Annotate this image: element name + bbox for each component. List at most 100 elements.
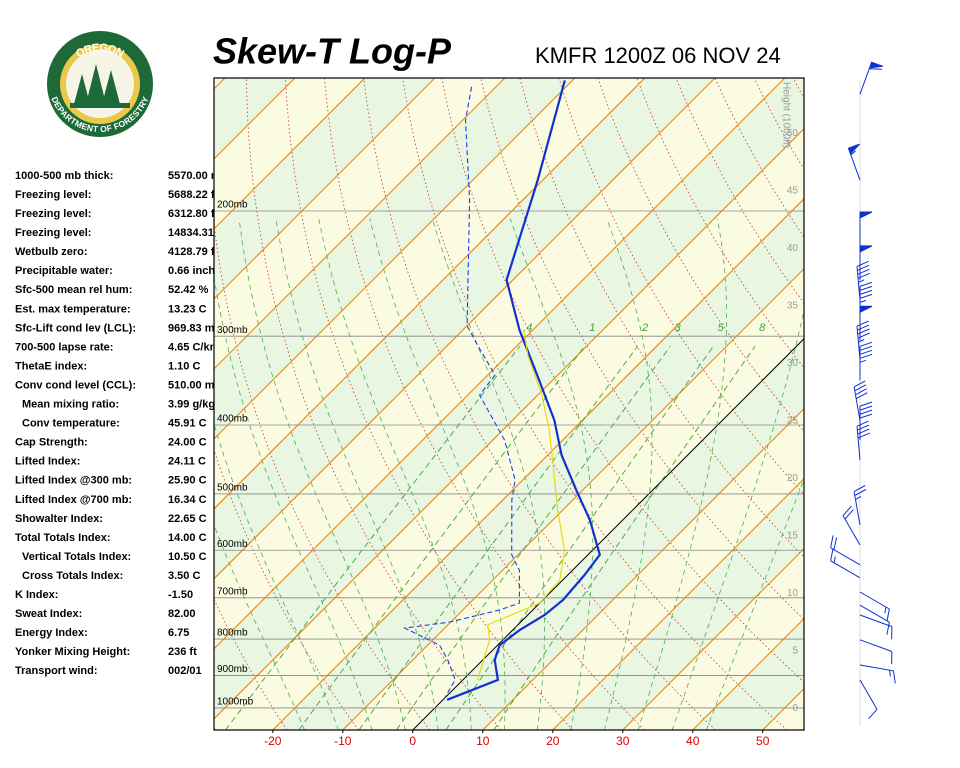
x-tick-label: 10 [476,734,490,748]
stat-value: 0.66 inches [168,265,227,277]
stat-value: -1.50 [168,589,193,601]
mixing-ratio-label: 3 [675,322,682,334]
x-tick-label: 50 [756,734,770,748]
isotherm [833,78,960,730]
wind-barb [859,305,873,341]
stat-label: Showalter Index: [15,513,103,525]
logo-tree [86,64,106,104]
dry-adiabat [597,78,804,432]
stat-value: 236 ft [168,646,197,658]
wind-barb [859,341,873,381]
stat-label: Vertical Totals Index: [22,551,131,563]
stat-label: Est. max temperature: [15,303,131,315]
wind-barb [859,591,890,622]
isotherm [214,78,716,580]
isotherm [692,617,804,730]
mixing-ratio-line [396,346,671,730]
logo-top-text: OREGON [74,42,126,61]
height-tick-label: 50 [787,128,799,139]
stat-value: 4128.79 ft [168,246,218,258]
isotherm [622,547,804,730]
dry-adiabat [402,78,788,730]
stat-value: 14834.31 ft [168,227,225,239]
wind-barb [856,420,870,461]
stat-label: Cap Strength: [15,437,88,449]
dry-adiabat [324,78,645,730]
stat-value: 24.00 C [168,437,207,449]
isotherm-band [214,78,804,719]
stats-table: 1000-500 mb thick: 5570.00 m Freezing leve… [15,170,227,677]
mixing-ratio-label: 2 [641,322,648,334]
isotherm-band [214,128,804,730]
wind-barb [856,260,870,301]
wind-barb [859,401,873,441]
isotherm [214,78,576,440]
moist-adiabat [603,218,653,730]
logo-ground [70,103,130,108]
logo-tree [102,70,120,104]
pressure-label: 700mb [217,586,248,597]
pressure-label: 200mb [217,200,248,211]
dry-adiabat [214,598,288,730]
wind-barb [859,614,893,640]
stat-value: 002/01 [168,665,202,677]
pressure-label: 600mb [217,539,248,550]
axes: 1000mb 900mb 800mb 700mb 600mb 500mb 400mb 300m… [217,82,798,748]
moist-adiabat [318,218,472,730]
profile-line [477,329,566,681]
dry-adiabat [441,78,804,683]
stat-label: Total Totals Index: [15,532,111,544]
dry-adiabat [285,78,573,730]
wind-barb [842,505,861,546]
moist-adiabat [637,218,727,730]
stat-value: 22.65 C [168,513,207,525]
wind-barb [859,281,873,321]
stat-label: K Index: [15,589,58,601]
dry-adiabat [246,78,502,730]
mixing-ratio-line [225,346,521,730]
isotherm [214,78,786,650]
stat-label: Cross Totals Index: [22,570,123,582]
isotherm-band [0,78,15,730]
stat-label: 1000-500 mb thick: [15,170,113,182]
stat-label: Lifted Index @300 mb: [15,475,132,487]
isotherm-band [903,78,960,730]
x-tick-label: -20 [264,734,282,748]
isotherm [214,128,804,720]
profile-line [446,80,602,701]
stat-value: 969.83 mb [168,322,221,334]
wind-barb [830,535,861,566]
stat-value: 6.75 [168,627,189,639]
moist-adiabat [214,274,373,730]
stat-label: Lifted Index: [15,456,80,468]
moist-adiabat [509,218,594,730]
pressure-label: 900mb [217,664,248,675]
height-tick-label: 10 [787,588,799,599]
stat-label: Sfc-500 mean rel hum: [15,284,132,296]
wind-barb [859,61,884,95]
moist-adiabat [214,524,305,730]
stat-label: ThetaE index: [15,360,87,372]
stat-value: 10.50 C [168,551,207,563]
stat-label: Energy Index: [15,627,88,639]
dry-adiabat [214,220,431,730]
stat-label: Lifted Index @700 mb: [15,494,132,506]
stat-label: Freezing level: [15,208,91,220]
stat-label: Mean mixing ratio: [22,399,119,411]
stat-value: 16.34 C [168,494,207,506]
moist-adiabat [238,218,406,730]
height-tick-label: 20 [787,473,799,484]
stat-label: Yonker Mixing Height: [15,646,130,658]
pressure-label: 800mb [217,628,248,639]
wind-barb [859,604,890,635]
isotherm [214,78,506,370]
dry-adiabat [363,78,716,730]
stat-label: 700-500 lapse rate: [15,341,113,353]
pressure-label: 500mb [217,483,248,494]
profile-line [402,84,520,701]
stat-value: 24.11 C [168,456,206,468]
height-tick-label: 5 [792,645,798,656]
stat-label: Conv cond level (CCL): [15,379,136,391]
x-tick-label: 0 [409,734,416,748]
height-tick-label: 45 [787,185,799,196]
